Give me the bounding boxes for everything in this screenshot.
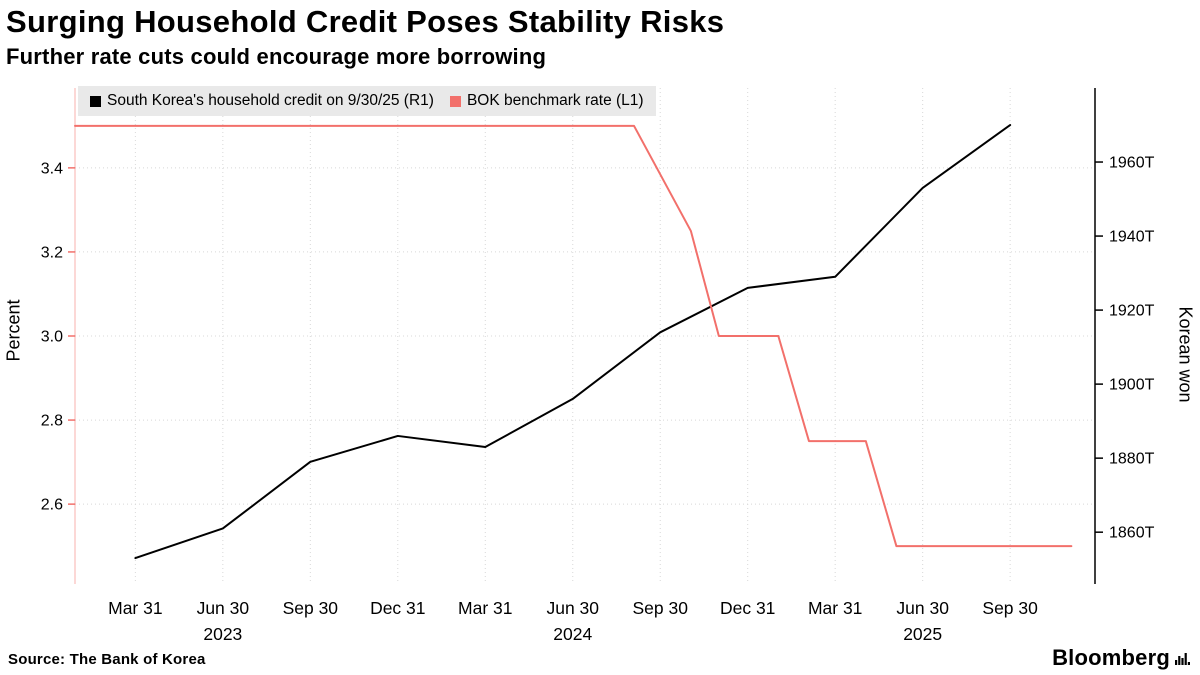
legend-item-bok-rate: BOK benchmark rate (L1) [449, 92, 644, 110]
chart-title: Surging Household Credit Poses Stability… [6, 4, 725, 39]
svg-text:1920T: 1920T [1109, 303, 1155, 320]
svg-text:1940T: 1940T [1109, 229, 1155, 246]
svg-text:1860T: 1860T [1109, 525, 1155, 542]
svg-text:1960T: 1960T [1109, 155, 1155, 172]
svg-text:Jun 30: Jun 30 [197, 598, 250, 618]
svg-text:3.0: 3.0 [41, 329, 63, 346]
legend-item-household-credit: South Korea's household credit on 9/30/2… [90, 92, 434, 110]
svg-text:Jun 30: Jun 30 [546, 598, 599, 618]
legend-label-household-credit: South Korea's household credit on 9/30/2… [107, 92, 434, 109]
svg-text:3.2: 3.2 [41, 244, 63, 261]
svg-text:1900T: 1900T [1109, 377, 1155, 394]
svg-text:2023: 2023 [203, 624, 242, 644]
legend-swatch-bok-rate [449, 95, 461, 107]
svg-text:3.4: 3.4 [41, 160, 63, 177]
source-text: Source: The Bank of Korea [8, 651, 206, 668]
chart-area: 2.6 2.8 3.0 3.2 3.4 1860T 1880T 1900T 1920T 1940T… [0, 76, 1200, 651]
svg-text:Dec 31: Dec 31 [370, 598, 425, 618]
bloomberg-logo: Bloomberg [1052, 645, 1190, 671]
chart-legend: South Korea's household credit on 9/30/2… [78, 86, 656, 116]
svg-text:2.6: 2.6 [41, 497, 63, 514]
svg-text:Mar 31: Mar 31 [108, 598, 162, 618]
chart-plot: 2.6 2.8 3.0 3.2 3.4 1860T 1880T 1900T 1920T 1940T… [41, 88, 1155, 644]
svg-text:2025: 2025 [903, 624, 942, 644]
svg-text:1880T: 1880T [1109, 451, 1155, 468]
svg-text:Mar 31: Mar 31 [808, 598, 862, 618]
svg-text:Sep 30: Sep 30 [283, 598, 339, 618]
legend-label-bok-rate: BOK benchmark rate (L1) [466, 92, 644, 109]
svg-text:Jun 30: Jun 30 [896, 598, 949, 618]
svg-text:Dec 31: Dec 31 [720, 598, 775, 618]
svg-text:Mar 31: Mar 31 [458, 598, 512, 618]
bloomberg-chart-icon [1175, 652, 1190, 665]
svg-text:Sep 30: Sep 30 [982, 598, 1038, 618]
bloomberg-wordmark: Bloomberg [1052, 645, 1170, 670]
svg-text:Sep 30: Sep 30 [632, 598, 688, 618]
legend-swatch-household-credit [90, 95, 101, 107]
chart-subtitle: Further rate cuts could encourage more b… [6, 44, 547, 69]
svg-text:2024: 2024 [553, 624, 592, 644]
right-axis-title: Korean won [1175, 306, 1196, 403]
svg-text:2.8: 2.8 [41, 413, 63, 430]
left-axis-title: Percent [3, 299, 24, 362]
